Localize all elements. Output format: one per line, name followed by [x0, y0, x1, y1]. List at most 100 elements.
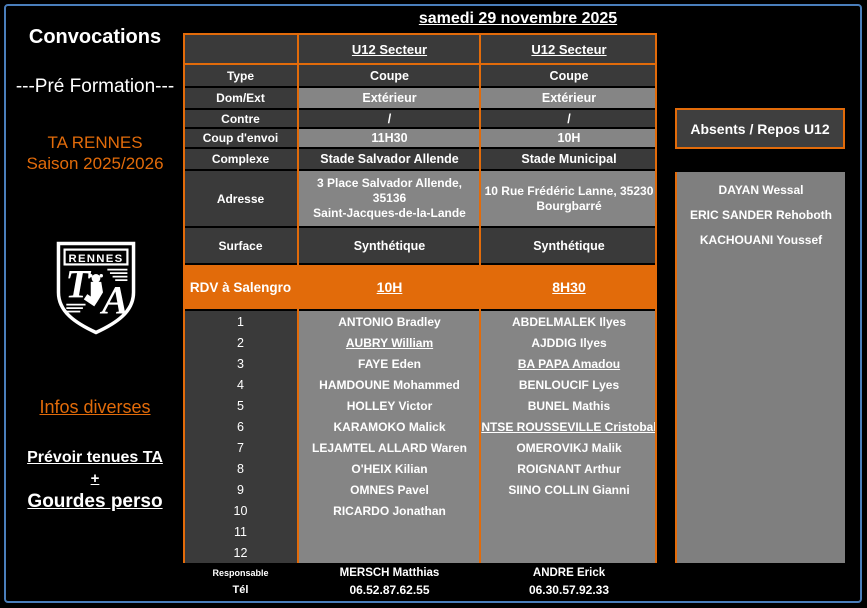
table-header-row: U12 Secteur U12 Secteur: [183, 35, 657, 63]
table-row-coup-envoi: Coup d'envoi 11H30 10H: [183, 129, 657, 147]
player-name-2: SIINO COLLIN Gianni: [481, 479, 657, 500]
player-name-2: BUNEL Mathis: [481, 395, 657, 416]
note-line-1: Prévoir tenues TA: [27, 449, 163, 466]
surface-value-2: Synthétique: [481, 228, 657, 263]
player-name-2: AJDDIG Ilyes: [481, 332, 657, 353]
rdv-label: RDV à Salengro: [189, 279, 292, 295]
crest-letter-a: A: [99, 277, 129, 322]
player-row: 2 AUBRY William AJDDIG Ilyes: [183, 332, 657, 353]
tel-number-2: 06.30.57.92.33: [528, 583, 610, 597]
crest-hatch-bottom-left: [66, 303, 86, 313]
player-number: 2: [183, 332, 298, 353]
crest-ermine-figure: [83, 274, 103, 307]
complexe-value-2: Stade Municipal: [481, 149, 657, 169]
responsable-label: Responsable: [212, 568, 269, 578]
player-number: 10: [183, 500, 298, 521]
player-name-1: HAMDOUNE Mohammed: [298, 374, 481, 395]
responsable-name-2: ANDRE Erick: [532, 567, 606, 579]
row-label: Coup d'envoi: [183, 129, 298, 147]
player-number: 11: [183, 521, 298, 542]
table-left-border: [183, 35, 185, 563]
player-name-1: RICARDO Jonathan: [298, 500, 481, 521]
player-row: 8 O'HEIX Kilian ROIGNANT Arthur: [183, 458, 657, 479]
tel-number-1: 06.52.87.62.55: [349, 583, 430, 597]
player-name-1: KARAMOKO Malick: [298, 416, 481, 437]
match-date-title: samedi 29 novembre 2025: [418, 10, 618, 27]
player-number: 6: [183, 416, 298, 437]
player-number: 1: [183, 311, 298, 332]
rdv-time-1: 10H: [376, 279, 403, 295]
player-number: 12: [183, 542, 298, 563]
player-number: 8: [183, 458, 298, 479]
convocation-table: U12 Secteur U12 Secteur Type Coupe Coupe…: [183, 33, 657, 599]
sidebar: Convocations ---Pré Formation--- TA RENN…: [6, 0, 184, 600]
responsable-name-1: MERSCH Matthias: [339, 567, 440, 579]
player-name-2: OMEROVIKJ Malik: [481, 437, 657, 458]
player-row: 10 RICARDO Jonathan: [183, 500, 657, 521]
table-row-domext: Dom/Ext Extérieur Extérieur: [183, 88, 657, 108]
player-number: 3: [183, 353, 298, 374]
player-name-1: FAYE Eden: [298, 353, 481, 374]
absent-name: KACHOUANI Youssef: [699, 233, 823, 247]
player-number: 7: [183, 437, 298, 458]
crest-hatch-top-right: [107, 268, 128, 282]
header-empty-cell: [183, 35, 298, 63]
responsable-row: Responsable MERSCH Matthias ANDRE Erick: [183, 565, 657, 581]
crest-banner-text: RENNES: [68, 253, 123, 265]
complexe-value-1: Stade Salvador Allende: [298, 149, 481, 169]
note-line-3: Gourdes perso: [27, 491, 163, 512]
absents-list-box: DAYAN Wessal ERIC SANDER Rehoboth KACHOU…: [675, 172, 845, 563]
player-name-1: AUBRY William: [298, 332, 481, 353]
row-label: Adresse: [183, 171, 298, 226]
player-name-1: ANTONIO Bradley: [298, 311, 481, 332]
row-label: Complexe: [183, 149, 298, 169]
table-row-surface: Surface Synthétique Synthétique: [183, 228, 657, 263]
season-label: Saison 2025/2026: [26, 154, 164, 173]
club-crest-logo: RENNES T A: [51, 240, 141, 336]
page-title: Convocations: [28, 26, 162, 48]
player-name-1: O'HEIX Kilian: [298, 458, 481, 479]
player-name-1: [298, 521, 481, 542]
adresse-value-1: 3 Place Salvador Allende, 35136 Saint-Ja…: [298, 171, 481, 226]
tel-label: Tél: [232, 584, 249, 596]
player-name-2: ROIGNANT Arthur: [481, 458, 657, 479]
club-season-block: TA RENNES Saison 2025/2026: [6, 132, 184, 174]
player-name-1: OMNES Pavel: [298, 479, 481, 500]
adresse-value-2: 10 Rue Frédéric Lanne, 35230 Bourgbarré: [481, 171, 657, 226]
type-value-2: Coupe: [481, 65, 657, 86]
player-row: 5 HOLLEY Victor BUNEL Mathis: [183, 395, 657, 416]
tel-row: Tél 06.52.87.62.55 06.30.57.92.33: [183, 581, 657, 599]
player-name-2: [481, 542, 657, 563]
player-name-2: [481, 521, 657, 542]
player-row: 6 KARAMOKO Malick NTSE ROUSSEVILLE Crist…: [183, 416, 657, 437]
absent-name: DAYAN Wessal: [718, 183, 804, 197]
table-right-border: [655, 35, 657, 563]
player-row: 7 LEJAMTEL ALLARD Waren OMEROVIKJ Malik: [183, 437, 657, 458]
kickoff-value-2: 10H: [481, 129, 657, 147]
header-bottom-border: [183, 63, 657, 65]
player-name-2: BA PAPA Amadou: [481, 353, 657, 374]
player-row: 12: [183, 542, 657, 563]
player-number: 9: [183, 479, 298, 500]
player-name-2: BENLOUCIF Lyes: [481, 374, 657, 395]
table-top-border: [183, 33, 657, 35]
player-name-2: NTSE ROUSSEVILLE Cristobal: [481, 416, 657, 437]
table-row-adresse: Adresse 3 Place Salvador Allende, 35136 …: [183, 171, 657, 226]
player-row: 11: [183, 521, 657, 542]
column-header-2: U12 Secteur: [481, 35, 657, 63]
column-divider-1: [297, 35, 299, 563]
player-name-2: ABDELMALEK Ilyes: [481, 311, 657, 332]
infos-diverses-link[interactable]: Infos diverses: [39, 397, 151, 417]
column-header-1: U12 Secteur: [298, 35, 481, 63]
player-name-2: [481, 500, 657, 521]
contre-value-1: /: [298, 110, 481, 127]
table-row-complexe: Complexe Stade Salvador Allende Stade Mu…: [183, 149, 657, 169]
absent-name: ERIC SANDER Rehoboth: [690, 208, 832, 222]
section-subtitle: ---Pré Formation---: [15, 76, 175, 97]
club-name: TA RENNES: [47, 133, 143, 152]
row-label: Surface: [183, 228, 298, 263]
player-name-1: [298, 542, 481, 563]
row-label: Type: [183, 65, 298, 86]
rdv-time-2: 8H30: [552, 279, 586, 295]
